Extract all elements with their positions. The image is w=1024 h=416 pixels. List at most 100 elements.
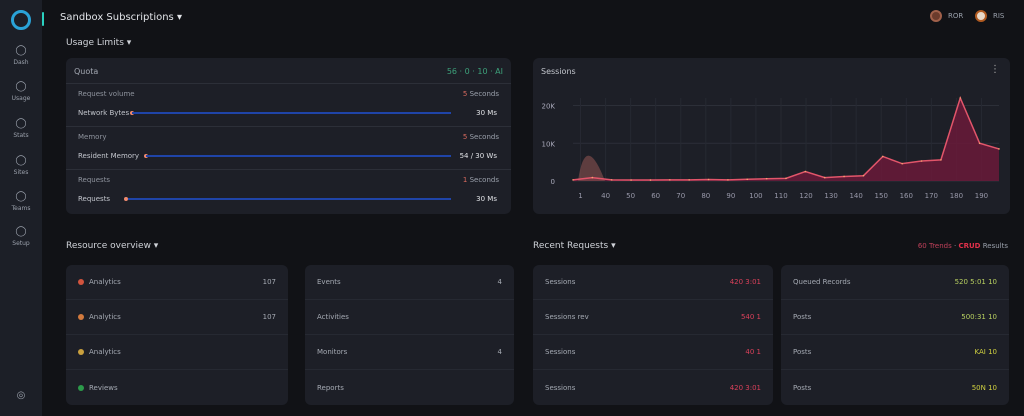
item-label: Sessions rev: [545, 313, 589, 321]
list-item[interactable]: Queued Records 520 5:01 10: [781, 265, 1009, 300]
item-value: 107: [262, 313, 276, 321]
item-value: 4: [497, 348, 502, 356]
list-item[interactable]: Posts KAI 10: [781, 335, 1009, 370]
item-value: 540 1: [740, 313, 761, 321]
nav-icon: ◯: [15, 81, 27, 92]
active-indicator: [42, 12, 44, 26]
data-point: [804, 170, 807, 173]
item-label: Analytics: [89, 278, 121, 286]
usage-row: Memory 5 Seconds Resident Memory 54 / 30 Ws: [66, 127, 511, 170]
list-item[interactable]: Analytics 107: [66, 300, 288, 335]
data-point: [727, 179, 729, 181]
data-point: [785, 177, 787, 180]
list-item[interactable]: Sessions rev 540 1: [533, 300, 773, 335]
item-value: 40 1: [745, 348, 761, 356]
data-point: [920, 160, 923, 162]
list-item[interactable]: Reports: [305, 370, 514, 405]
item-value: 520 5:01 10: [954, 278, 997, 286]
list-item[interactable]: Sessions 420 3:01: [533, 370, 773, 405]
x-tick-label: 110: [774, 192, 787, 200]
item-value: KAI 10: [974, 348, 997, 356]
status-dot-icon: [78, 349, 84, 355]
settings-icon[interactable]: ◎: [16, 390, 26, 401]
list-item[interactable]: Sessions 420 3:01: [533, 265, 773, 300]
sidebar: ◯ Dash ◯ Usage ◯ Stats ◯ Sites ◯ Teams ◯ Setup…: [0, 0, 42, 416]
data-point: [978, 142, 981, 145]
item-label: Posts: [793, 313, 812, 321]
secondary-area: [578, 155, 605, 181]
x-tick-label: 70: [676, 192, 685, 200]
item-label: Analytics: [89, 313, 121, 321]
progress-bar: [128, 198, 451, 200]
data-point: [707, 178, 710, 181]
list-item[interactable]: Sessions 40 1: [533, 335, 773, 370]
item-label: Sessions: [545, 278, 576, 286]
overview-card: Analytics 107 Analytics 107 Analytics Reviews: [66, 265, 288, 405]
data-point: [901, 162, 903, 165]
usage-section-title[interactable]: Usage Limits ▾: [66, 38, 132, 48]
list-item[interactable]: Reviews: [66, 370, 288, 405]
avatar: [975, 10, 987, 22]
user-menu-2[interactable]: RIS: [975, 10, 1004, 22]
list-item[interactable]: Activities: [305, 300, 514, 335]
data-point: [746, 178, 749, 181]
x-tick-label: 100: [749, 192, 762, 200]
data-point: [688, 179, 690, 181]
recent-section-title[interactable]: Recent Requests ▾: [533, 241, 616, 251]
nav-icon: ◯: [15, 191, 27, 202]
list-item[interactable]: Posts 50N 10: [781, 370, 1009, 405]
item-label: Posts: [793, 348, 812, 356]
more-icon[interactable]: ⋮: [990, 64, 1000, 75]
sidebar-item-dash[interactable]: ◯ Dash: [0, 45, 42, 66]
list-item[interactable]: Posts 500:31 10: [781, 300, 1009, 335]
y-tick-label: 20K: [542, 103, 556, 111]
x-tick-label: 170: [925, 192, 938, 200]
progress-bar: [132, 112, 451, 114]
sidebar-item-sites[interactable]: ◯ Sites: [0, 155, 42, 176]
sidebar-item-setup[interactable]: ◯ Setup: [0, 226, 42, 247]
x-tick-label: 60: [651, 192, 660, 200]
nav-icon: ◯: [15, 155, 27, 166]
item-label: Sessions: [545, 348, 576, 356]
item-value: 107: [262, 278, 276, 286]
item-label: Monitors: [317, 348, 348, 356]
user-menu-1[interactable]: ROR: [930, 10, 963, 22]
overview-section-title[interactable]: Resource overview ▾: [66, 241, 159, 251]
chart-panel: Sessions ⋮ 0 10K 20K 1 40 50 60 70 80 90 100 110 120…: [533, 58, 1010, 214]
nav-icon: ◯: [15, 226, 27, 237]
avatar: [930, 10, 942, 22]
item-label: Queued Records: [793, 278, 851, 286]
item-label: Events: [317, 278, 341, 286]
recent-card: Queued Records 520 5:01 10 Posts 500:31 10 P…: [781, 265, 1009, 405]
y-tick-label: 10K: [542, 140, 556, 148]
panel-title: Quota: [74, 67, 99, 76]
list-item[interactable]: Analytics: [66, 335, 288, 370]
logo-icon[interactable]: [11, 10, 31, 30]
item-value: 50N 10: [971, 383, 997, 392]
sidebar-item-stats[interactable]: ◯ Stats: [0, 118, 42, 139]
list-item[interactable]: Monitors 4: [305, 335, 514, 370]
filters[interactable]: 60 Trends · CRUD Results: [917, 242, 1008, 250]
sidebar-item-teams[interactable]: ◯ Teams: [0, 191, 42, 212]
x-tick-label: 180: [950, 192, 963, 200]
legend: 56 · 0 · 10 · AI: [446, 67, 503, 76]
list-item[interactable]: Events 4: [305, 265, 514, 300]
data-point: [591, 176, 594, 179]
data-point: [862, 174, 865, 177]
data-point: [959, 97, 962, 99]
sidebar-item-usage[interactable]: ◯ Usage: [0, 81, 42, 102]
data-point: [610, 179, 613, 181]
list-item[interactable]: Analytics 107: [66, 265, 288, 300]
page-title[interactable]: Sandbox Subscriptions ▾: [60, 12, 182, 23]
status-dot-icon: [78, 384, 84, 391]
x-tick-label: 120: [799, 192, 812, 200]
overview-card: Events 4 Activities Monitors 4 Reports: [305, 265, 514, 405]
data-point: [843, 175, 845, 178]
data-point: [765, 177, 768, 180]
usage-row: Requests 1 Seconds Requests 30 Ms: [78, 176, 499, 203]
x-tick-label: 1: [578, 192, 582, 200]
data-point: [940, 159, 942, 161]
data-point: [998, 148, 1000, 150]
x-tick-label: 160: [900, 192, 913, 200]
